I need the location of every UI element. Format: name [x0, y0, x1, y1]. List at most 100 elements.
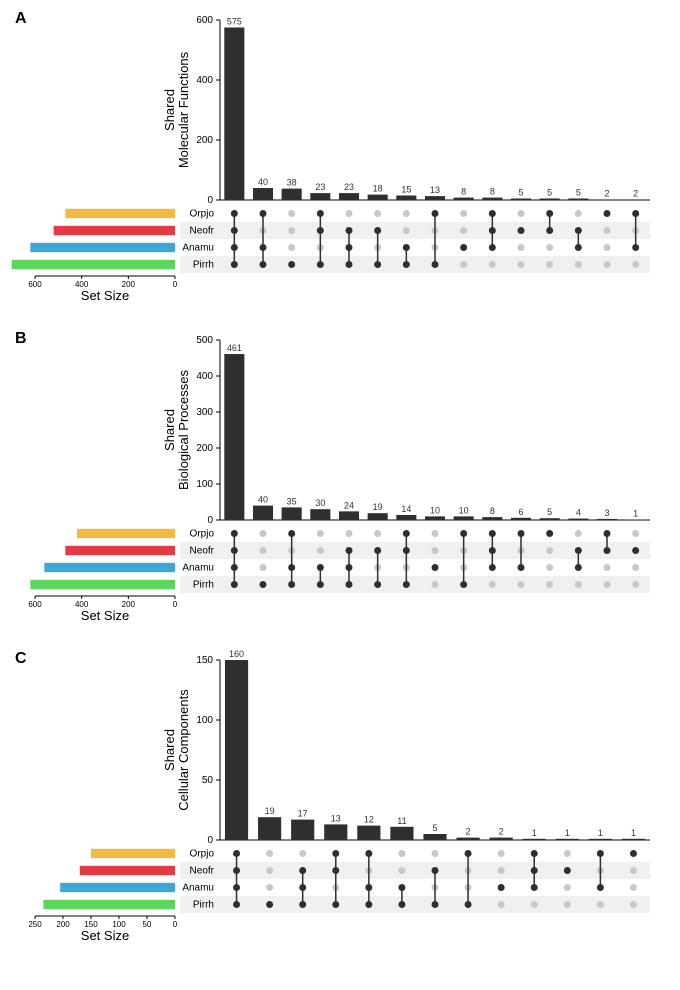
matrix-dot: [546, 244, 553, 251]
set-row-label: Anamu: [182, 243, 214, 254]
intersection-bar: [597, 519, 617, 520]
matrix-dot: [266, 884, 273, 891]
intersection-bar: [224, 28, 244, 201]
bar-value-label: 6: [518, 507, 523, 517]
matrix-dot: [260, 530, 267, 537]
intersection-bar: [511, 199, 531, 201]
bar-value-label: 1: [633, 509, 638, 519]
bar-value-label: 23: [315, 182, 325, 192]
bar-value-label: 10: [430, 505, 440, 515]
matrix-dot: [266, 850, 273, 857]
intersection-bar: [357, 826, 380, 840]
matrix-dot: [546, 261, 553, 268]
upset-figure: A0200400600SharedMolecular Functions5754…: [10, 10, 680, 950]
intersection-bar: [310, 509, 330, 520]
matrix-dot: [460, 244, 467, 251]
matrix-dot: [317, 530, 324, 537]
bar-value-label: 2: [466, 827, 471, 837]
y-tick-label: 600: [196, 15, 213, 26]
bar-value-label: 38: [287, 178, 297, 188]
intersection-bar: [454, 516, 474, 520]
matrix-dot: [460, 227, 467, 234]
matrix-dot: [575, 581, 582, 588]
matrix-dot: [317, 547, 324, 554]
bar-value-label: 5: [547, 188, 552, 198]
matrix-dot: [398, 867, 405, 874]
intersection-bar: [490, 838, 513, 840]
bar-value-label: 23: [344, 182, 354, 192]
matrix-dot: [260, 547, 267, 554]
y-tick-label: 150: [196, 655, 213, 666]
matrix-dot: [575, 210, 582, 217]
y-axis-label: SharedBiological Processes: [162, 370, 191, 490]
matrix-dot: [564, 867, 571, 874]
set-size-bar: [80, 866, 175, 875]
matrix-dot: [398, 850, 405, 857]
bar-value-label: 12: [364, 815, 374, 825]
set-size-bar: [60, 883, 175, 892]
intersection-bar: [425, 516, 445, 520]
intersection-bar: [368, 513, 388, 520]
bar-value-label: 5: [547, 507, 552, 517]
matrix-dot: [518, 227, 525, 234]
intersection-bar: [390, 827, 413, 840]
panel-C: C050100150SharedCellular Components16019…: [10, 650, 680, 950]
intersection-bar: [324, 824, 347, 840]
bar-value-label: 1: [532, 828, 537, 838]
intersection-bar: [568, 199, 588, 201]
matrix-dot: [630, 901, 637, 908]
intersection-bar: [310, 193, 330, 200]
bar-value-label: 13: [331, 813, 341, 823]
matrix-dot: [604, 564, 611, 571]
matrix-dot: [518, 581, 525, 588]
matrix-dot: [288, 244, 295, 251]
matrix-dot: [546, 581, 553, 588]
matrix-dot: [460, 261, 467, 268]
matrix-dot: [260, 564, 267, 571]
matrix-dot: [288, 227, 295, 234]
intersection-bar: [589, 839, 612, 840]
bar-value-label: 10: [459, 505, 469, 515]
intersection-bar: [282, 507, 302, 520]
intersection-bar: [626, 199, 646, 200]
set-row-label: Neofr: [190, 546, 215, 557]
set-size-bar: [44, 563, 175, 572]
set-size-bar: [30, 243, 175, 252]
bar-value-label: 4: [576, 508, 581, 518]
y-tick-label: 200: [196, 135, 213, 146]
intersection-bar: [556, 839, 579, 840]
set-size-bar: [30, 580, 175, 589]
bar-value-label: 13: [430, 185, 440, 195]
matrix-dot: [266, 867, 273, 874]
y-tick-label: 500: [196, 335, 213, 346]
intersection-bar: [396, 515, 416, 520]
setsize-tick-label: 0: [173, 280, 178, 289]
matrix-dot: [630, 884, 637, 891]
intersection-bar: [457, 838, 480, 840]
matrix-dot: [432, 547, 439, 554]
matrix-dot: [604, 227, 611, 234]
matrix-dot: [432, 581, 439, 588]
intersection-bar: [253, 188, 273, 200]
y-tick-label: 0: [207, 835, 213, 846]
matrix-dot: [630, 867, 637, 874]
intersection-bar: [225, 660, 248, 840]
y-axis-label: SharedCellular Components: [162, 689, 191, 811]
bar-value-label: 40: [258, 495, 268, 505]
setsize-tick-label: 600: [28, 600, 42, 609]
bar-value-label: 8: [490, 187, 495, 197]
intersection-bar: [511, 518, 531, 520]
bar-value-label: 3: [604, 508, 609, 518]
y-tick-label: 100: [196, 715, 213, 726]
matrix-dot: [531, 901, 538, 908]
panel-label-B: B: [15, 330, 27, 348]
matrix-dot: [346, 530, 353, 537]
set-row-label: Anamu: [182, 883, 214, 894]
matrix-dot: [632, 530, 639, 537]
matrix-dot: [564, 884, 571, 891]
bar-value-label: 575: [227, 17, 242, 27]
matrix-dot: [346, 210, 353, 217]
bar-value-label: 2: [604, 188, 609, 198]
intersection-bar: [339, 193, 359, 200]
panel-A: A0200400600SharedMolecular Functions5754…: [10, 10, 680, 310]
